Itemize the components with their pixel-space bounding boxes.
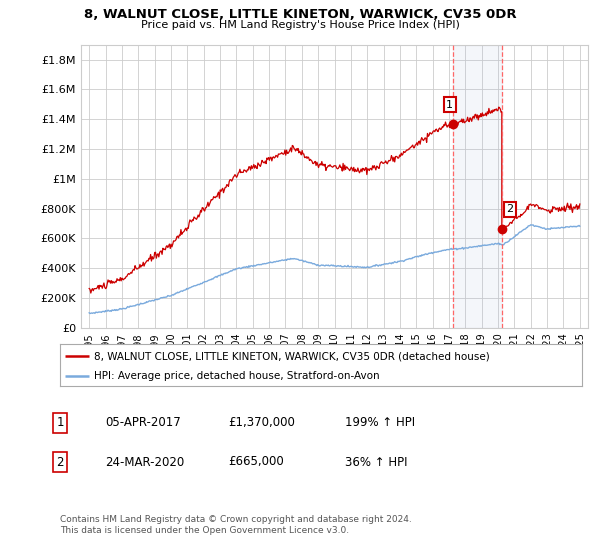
- Text: 2: 2: [506, 204, 514, 214]
- Text: 199% ↑ HPI: 199% ↑ HPI: [345, 416, 415, 430]
- Bar: [453, 45, 502, 328]
- Text: 1: 1: [446, 100, 454, 110]
- Text: 8, WALNUT CLOSE, LITTLE KINETON, WARWICK, CV35 0DR (detached house): 8, WALNUT CLOSE, LITTLE KINETON, WARWICK…: [94, 351, 490, 361]
- Text: HPI: Average price, detached house, Stratford-on-Avon: HPI: Average price, detached house, Stra…: [94, 371, 380, 381]
- Text: 05-APR-2017: 05-APR-2017: [105, 416, 181, 430]
- Text: 8, WALNUT CLOSE, LITTLE KINETON, WARWICK, CV35 0DR: 8, WALNUT CLOSE, LITTLE KINETON, WARWICK…: [83, 8, 517, 21]
- Text: £1,370,000: £1,370,000: [228, 416, 295, 430]
- Text: 1: 1: [56, 416, 64, 430]
- Text: Contains HM Land Registry data © Crown copyright and database right 2024.
This d: Contains HM Land Registry data © Crown c…: [60, 515, 412, 535]
- Text: Price paid vs. HM Land Registry's House Price Index (HPI): Price paid vs. HM Land Registry's House …: [140, 20, 460, 30]
- Text: 36% ↑ HPI: 36% ↑ HPI: [345, 455, 407, 469]
- Text: 2: 2: [56, 455, 64, 469]
- Text: £665,000: £665,000: [228, 455, 284, 469]
- Text: 24-MAR-2020: 24-MAR-2020: [105, 455, 184, 469]
